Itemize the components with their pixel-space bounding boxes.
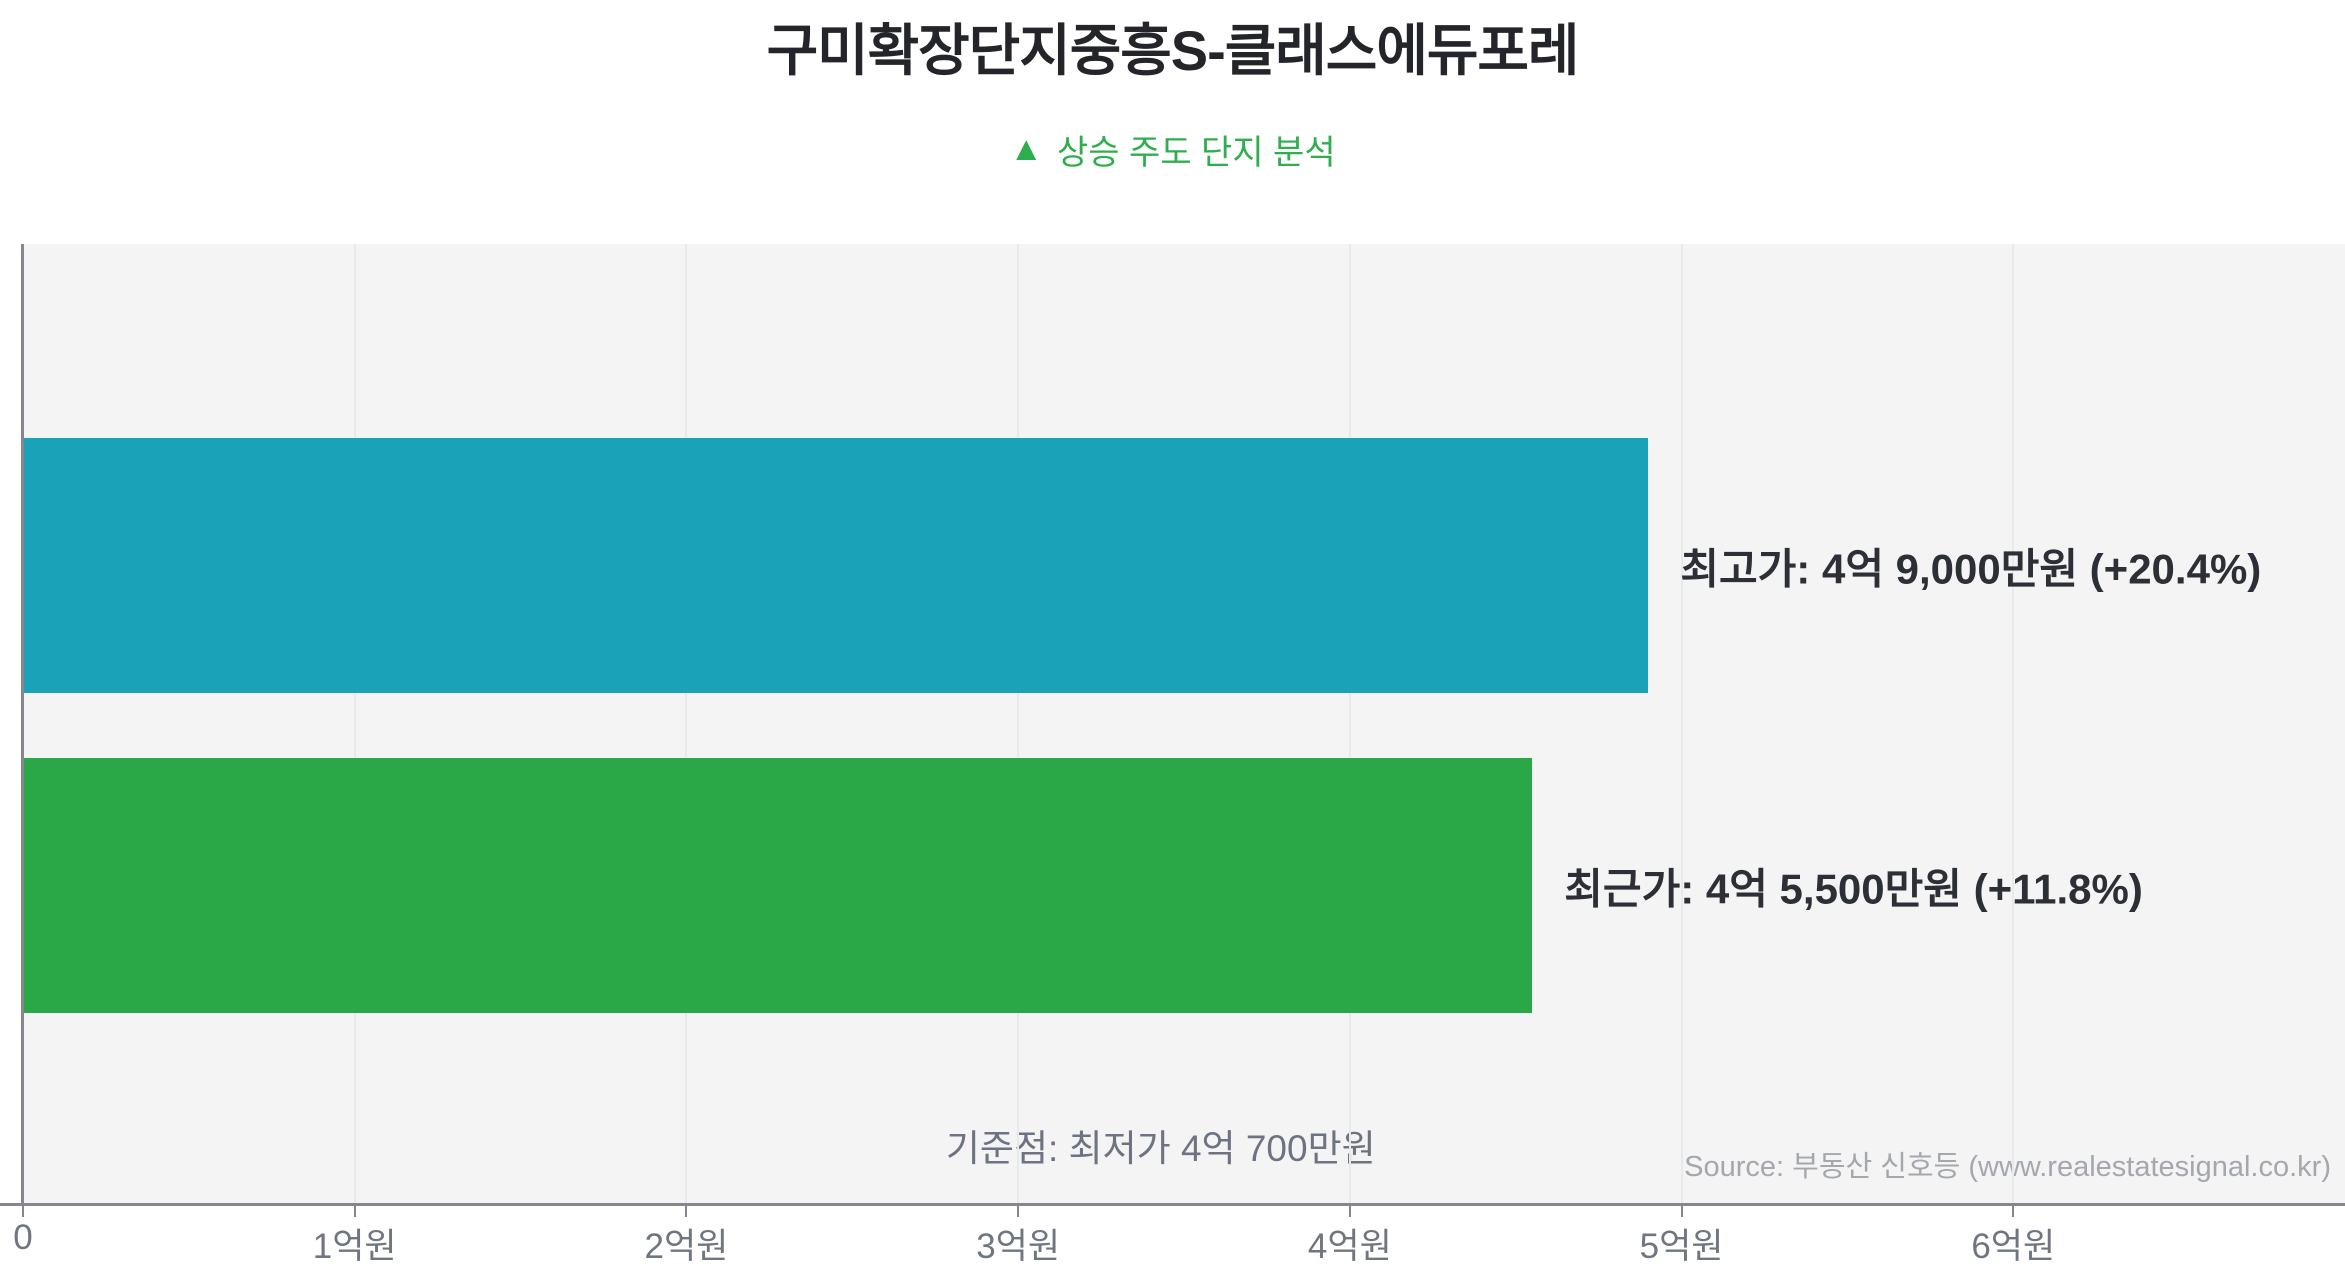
x-tick-mark [685,1206,688,1217]
gridline [685,244,688,1205]
chart-subtitle: ▲ 상승 주도 단지 분석 [0,125,2345,174]
baseline-annotation: 기준점: 최저가 4억 700만원 [945,1128,1376,1170]
x-tick-label: 6억원 [1971,1227,2056,1266]
x-tick-mark [22,1206,24,1217]
bar-highest-price [23,438,1649,693]
x-tick-label: 2억원 [644,1227,729,1266]
bar-label-highest-price: 최고가: 4억 9,000만원 (+20.4%) [1680,545,2262,592]
bar-label-recent-price: 최근가: 4억 5,500만원 (+11.8%) [1564,865,2143,912]
chart-title: 구미확장단지중흥S-클래스에듀포레 [766,19,1580,82]
plot-area: 기준점: 최저가 4억 700만원 Source: 부동산 신호등 (www.r… [23,244,2345,1205]
chart-header: 구미확장단지중흥S-클래스에듀포레 ▲ 상승 주도 단지 분석 [0,0,2345,174]
bar-recent-price [23,758,1533,1013]
gridline [353,244,356,1205]
x-tick-label: 5억원 [1639,1227,1724,1266]
x-tick-mark [1680,1206,1683,1217]
gridline [1680,244,1683,1205]
gridline [1348,244,1351,1205]
y-axis-line [21,244,24,1206]
x-tick-label: 1억원 [312,1227,397,1266]
x-tick-label: 4억원 [1307,1227,1392,1266]
x-tick-label: 0 [13,1218,33,1257]
gridline [1017,244,1020,1205]
chart-subtitle-text: 상승 주도 단지 분석 [1057,134,1336,172]
x-tick-label: 3억원 [976,1227,1061,1266]
gridline [2012,244,2015,1205]
x-tick-mark [353,1206,356,1217]
up-triangle-icon: ▲ [1009,130,1044,168]
x-tick-mark [2012,1206,2015,1217]
x-tick-mark [1017,1206,1020,1217]
x-tick-mark [1348,1206,1351,1217]
source-credit: Source: 부동산 신호등 (www.realestatesignal.co… [1684,1151,2331,1183]
x-axis-line [0,1203,2345,1206]
